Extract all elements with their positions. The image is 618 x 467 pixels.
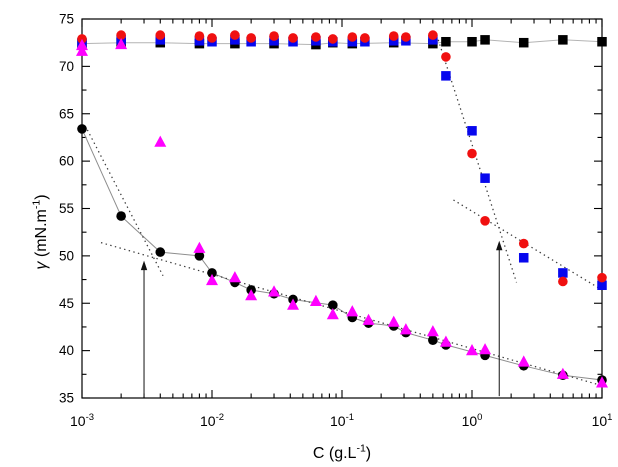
red-circles-marker	[428, 30, 438, 40]
magenta-triangles-marker	[479, 343, 492, 355]
magenta-triangles-marker	[362, 313, 375, 325]
tangent-steep-left	[86, 129, 164, 277]
red-circles-marker	[155, 30, 166, 40]
black-squares-flat-marker	[467, 36, 477, 47]
tangent-lines	[86, 39, 603, 387]
magenta-triangles-marker	[206, 273, 218, 286]
plot-frame	[81, 18, 603, 399]
red-circles-marker	[116, 30, 126, 40]
y-tick-label: 45	[59, 296, 74, 311]
y-axis-ticks	[82, 18, 602, 399]
blue-squares-marker	[558, 268, 568, 278]
red-circles-marker	[360, 33, 370, 43]
magenta-triangles-marker	[556, 367, 569, 379]
blue-squares-marker	[467, 126, 477, 136]
magenta-triangles-marker	[399, 323, 412, 335]
x-axis-title: C (g.L-1)	[313, 443, 371, 463]
black-squares-flat-marker	[518, 37, 529, 48]
x-tick-label: 10-2	[200, 412, 224, 429]
red-circles-marker	[597, 272, 607, 283]
black-circles-marker	[428, 335, 438, 346]
tangent-steep-right	[437, 39, 518, 283]
magenta-triangles-marker	[326, 308, 339, 320]
blue-squares-marker	[518, 253, 529, 263]
red-circles-marker	[441, 52, 451, 62]
magenta-triangles-marker	[387, 315, 400, 327]
magenta-triangles-marker	[115, 37, 128, 50]
red-circles-marker	[467, 148, 477, 159]
black-circles-marker	[116, 211, 126, 221]
black-circles-marker	[207, 268, 217, 278]
cac-arrow-head	[140, 260, 148, 271]
magenta-triangles-marker	[268, 285, 281, 297]
magenta-triangles-marker	[346, 305, 359, 317]
black-squares-flat-marker	[441, 36, 451, 47]
y-tick-label: 75	[59, 12, 74, 27]
black-squares-flat-marker	[480, 35, 490, 45]
black-squares-flat-marker	[597, 36, 607, 47]
series-magenta-triangles	[76, 37, 608, 388]
axis-titles: C (g.L-1) γ (mN.m-1)	[31, 194, 372, 462]
black-squares-flat-marker	[558, 35, 568, 45]
series-lines	[81, 39, 603, 381]
x-tick-label: 10-1	[330, 412, 354, 429]
red-circles-marker	[246, 33, 256, 43]
magenta-triangles-marker	[466, 344, 478, 356]
blue-squares-marker	[441, 71, 451, 81]
magenta-triangles-marker	[439, 335, 452, 347]
red-circles-marker	[480, 216, 490, 226]
annotation-arrows	[140, 240, 503, 397]
red-circles-marker	[77, 34, 87, 44]
red-circles-marker	[269, 31, 279, 41]
red-circles-marker	[194, 31, 205, 41]
blue-squares-marker	[597, 280, 607, 290]
magenta-triangles-marker	[245, 289, 258, 301]
x-tick-label: 10-3	[70, 412, 94, 429]
magenta-triangles-marker	[76, 38, 88, 51]
black-circles-marker	[155, 247, 166, 257]
cmc-arrow-head	[496, 240, 503, 251]
magenta-triangles-marker	[596, 376, 608, 388]
magenta-triangles-marker	[426, 325, 439, 337]
magenta-triangles-marker	[76, 44, 88, 56]
black-circles-marker	[77, 124, 87, 134]
magenta-triangles-marker	[154, 135, 167, 147]
red-circles-marker	[230, 30, 240, 40]
red-circles-marker	[288, 33, 298, 43]
x-tick-label: 101	[592, 412, 613, 429]
magenta-triangles-marker	[309, 294, 322, 306]
red-circles-marker	[311, 32, 321, 42]
y-tick-label: 50	[59, 248, 74, 263]
magenta-triangles-marker	[287, 298, 300, 310]
x-tick-label: 100	[462, 412, 483, 429]
x-axis-ticks	[81, 19, 603, 398]
black-circles-marker	[194, 251, 205, 261]
red-circles-marker	[388, 31, 399, 41]
red-circles-marker	[347, 32, 358, 42]
red-circles-marker	[401, 32, 411, 42]
black-circles-marker	[328, 300, 338, 310]
magenta-triangles-marker	[517, 355, 530, 367]
magenta-triangles-marker	[228, 271, 241, 283]
y-tick-label: 70	[59, 59, 74, 74]
y-tick-label: 60	[59, 154, 74, 169]
y-tick-label: 65	[59, 106, 74, 121]
red-circles-marker	[558, 276, 568, 287]
blue-squares-marker	[480, 173, 490, 183]
y-tick-label: 40	[59, 343, 74, 358]
red-circles-marker	[328, 34, 338, 44]
magenta-triangles-marker	[193, 241, 206, 253]
y-tick-label: 55	[59, 201, 74, 216]
y-tick-label: 35	[59, 391, 74, 406]
y-axis-title: γ (mN.m-1)	[31, 194, 51, 269]
axis-tick-labels: 10-3 10-2 10-1 100 101 35 40 45 50 55 60 65 70 75	[59, 12, 612, 430]
red-circles-marker	[518, 238, 529, 249]
red-circles-marker	[207, 33, 217, 43]
series-red-circles	[77, 30, 607, 287]
